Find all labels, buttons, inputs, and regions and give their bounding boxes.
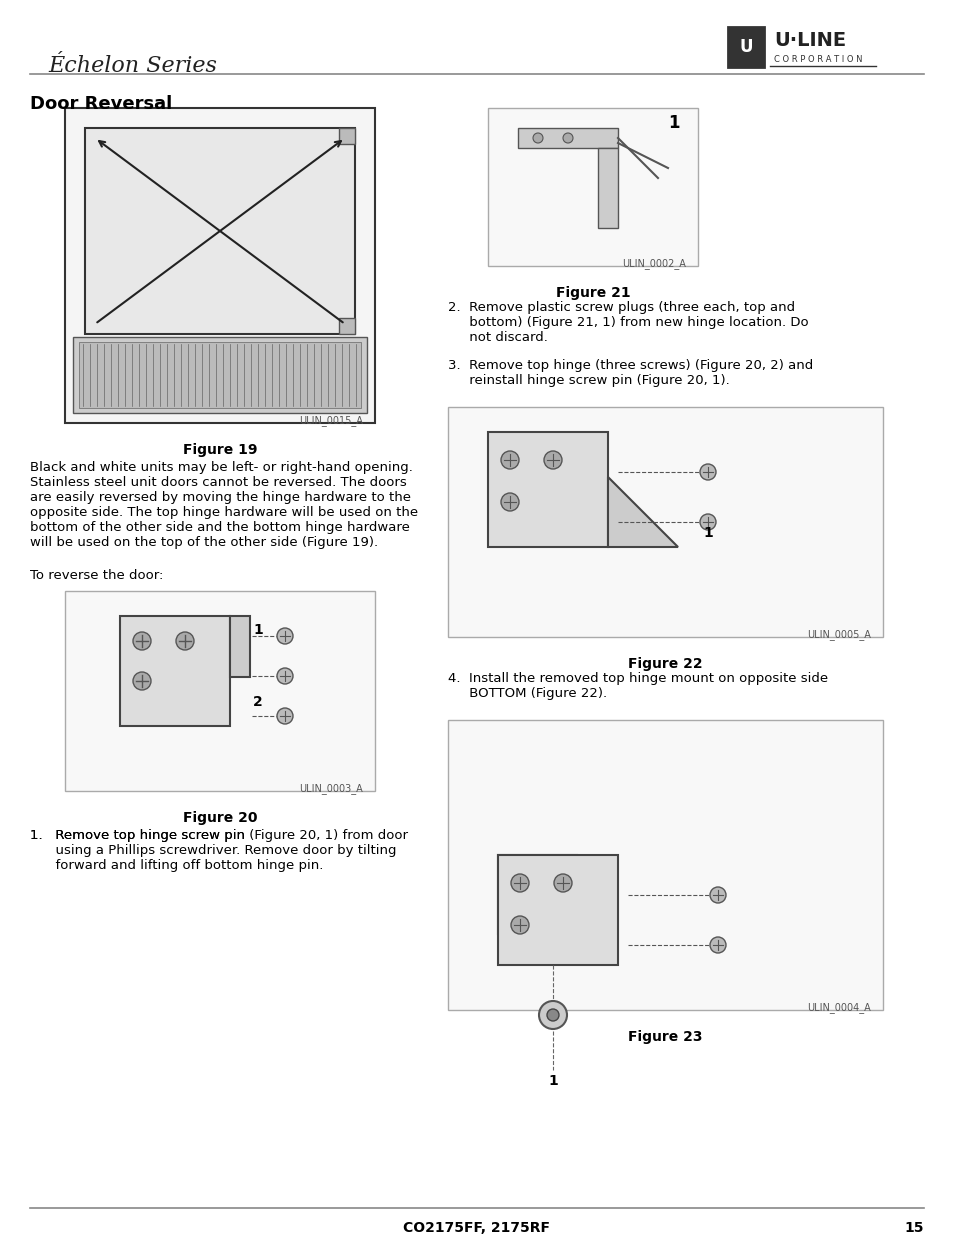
Circle shape [500,451,518,469]
Bar [448,720,882,1010]
Bar [448,408,882,637]
Circle shape [276,708,293,724]
Text: Door Reversal: Door Reversal [30,95,172,112]
Bar [85,128,355,333]
Text: Black and white units may be left- or right-hand opening.
Stainless steel unit d: Black and white units may be left- or ri… [30,461,417,550]
Bar [79,342,360,408]
Text: CO2175FF, 2175RF: CO2175FF, 2175RF [403,1221,550,1235]
Text: Figure 21: Figure 21 [555,287,630,300]
Text: 1: 1 [548,1074,558,1088]
Text: 1: 1 [667,114,679,132]
Text: 15: 15 [903,1221,923,1235]
Text: Figure 19: Figure 19 [183,443,257,457]
Bar [65,592,375,790]
Circle shape [276,668,293,684]
Text: ULIN_0003_A: ULIN_0003_A [299,783,363,794]
Bar [598,148,618,228]
Circle shape [543,451,561,469]
Text: ULIN_0015_A: ULIN_0015_A [299,415,363,426]
Circle shape [511,916,529,934]
Bar [338,317,355,333]
Circle shape [546,1009,558,1021]
Text: Figure 20: Figure 20 [183,811,257,825]
Text: 1.   Remove top hinge screw pin: 1. Remove top hinge screw pin [30,829,249,842]
Bar [65,107,375,424]
Text: 1: 1 [253,622,263,637]
Bar [338,128,355,144]
Text: C O R P O R A T I O N: C O R P O R A T I O N [773,54,862,63]
Circle shape [500,493,518,511]
Circle shape [132,672,151,690]
Text: ULIN_0004_A: ULIN_0004_A [806,1002,870,1013]
Circle shape [276,629,293,643]
Circle shape [132,632,151,650]
Bar [230,616,250,677]
Circle shape [175,632,193,650]
Polygon shape [497,855,578,935]
Bar [73,337,367,412]
Bar [120,616,230,726]
Circle shape [700,514,716,530]
Text: 4.  Install the removed top hinge mount on opposite side
     BOTTOM (Figure 22): 4. Install the removed top hinge mount o… [448,672,827,700]
Text: 3.  Remove top hinge (three screws) (Figure 20, 2) and
     reinstall hinge scre: 3. Remove top hinge (three screws) (Figu… [448,359,812,387]
Bar [488,107,698,266]
Circle shape [538,1002,566,1029]
Circle shape [700,464,716,480]
Circle shape [709,887,725,903]
Text: U·LINE: U·LINE [773,32,845,51]
Polygon shape [607,477,678,547]
Text: 2: 2 [253,695,263,709]
Circle shape [562,133,573,143]
Text: 1.   Remove top hinge screw pin (Figure 20, 1) from door
      using a Phillips : 1. Remove top hinge screw pin (Figure 20… [30,829,408,872]
Text: To reverse the door:: To reverse the door: [30,569,163,582]
Text: U: U [739,38,752,56]
Bar [517,128,618,148]
Circle shape [533,133,542,143]
Text: Figure 22: Figure 22 [627,657,702,671]
Text: 1: 1 [702,526,712,540]
Bar [727,27,763,67]
Circle shape [554,874,572,892]
Text: Échelon Series: Échelon Series [48,56,216,77]
Circle shape [511,874,529,892]
Text: 2.  Remove plastic screw plugs (three each, top and
     bottom) (Figure 21, 1) : 2. Remove plastic screw plugs (three eac… [448,301,808,345]
Bar [488,432,607,547]
Text: ULIN_0002_A: ULIN_0002_A [621,258,685,269]
Text: ULIN_0005_A: ULIN_0005_A [806,629,870,640]
Bar [497,855,618,965]
Text: Figure 23: Figure 23 [628,1030,702,1044]
Circle shape [709,937,725,953]
